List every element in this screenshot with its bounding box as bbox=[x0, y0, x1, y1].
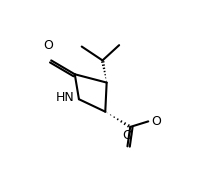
Text: O: O bbox=[152, 115, 162, 128]
Text: O: O bbox=[44, 39, 53, 52]
Text: HN: HN bbox=[56, 91, 75, 104]
Text: O: O bbox=[123, 129, 132, 142]
